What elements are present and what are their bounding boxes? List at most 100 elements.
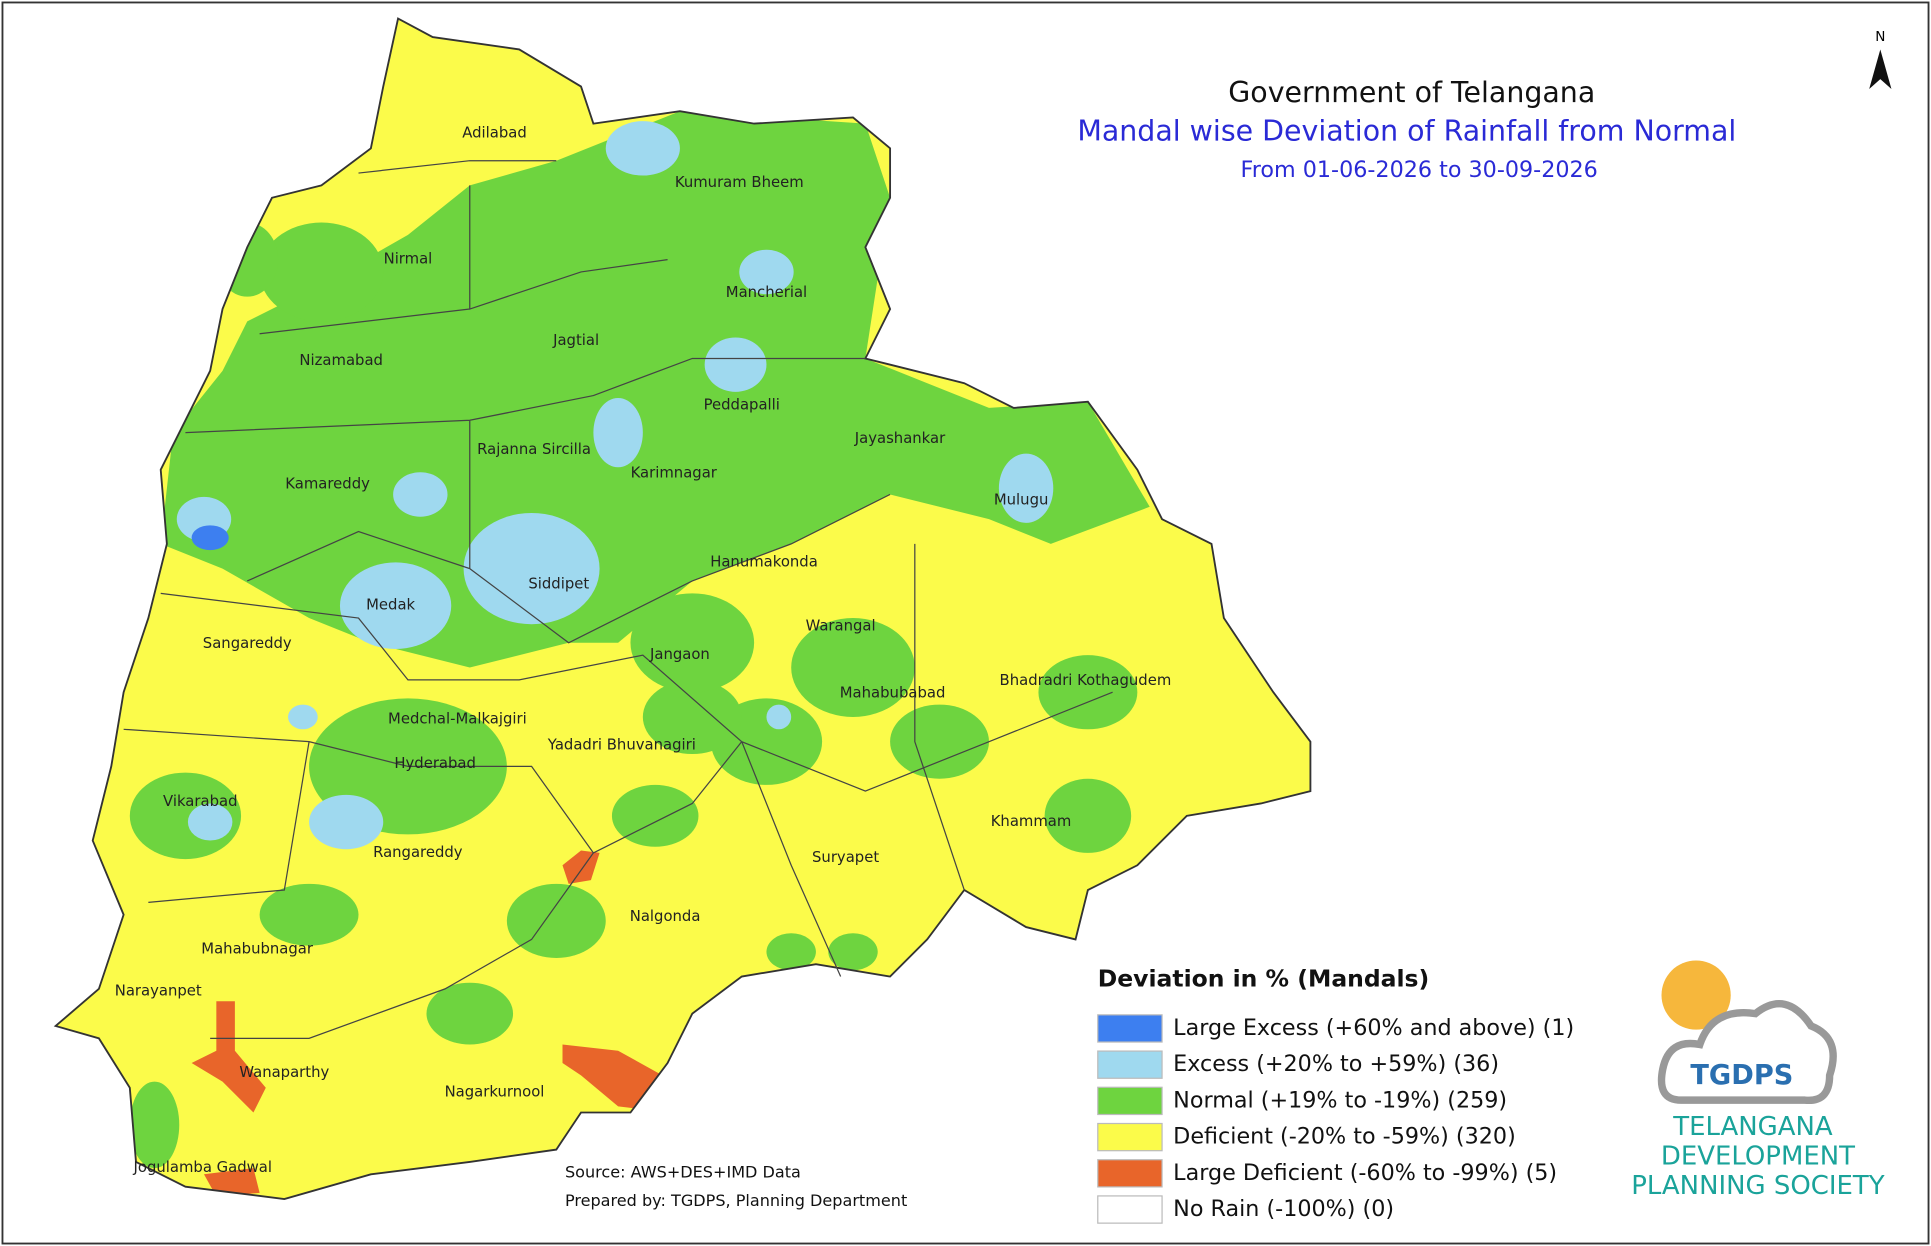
legend-swatch (1097, 1122, 1163, 1152)
district-label: Karimnagar (631, 464, 718, 481)
title: Government of Telangana (1228, 76, 1595, 109)
district-label: Jogulamba Gadwal (133, 1159, 272, 1176)
district-label: Hanumakonda (710, 553, 818, 570)
normal-area (1038, 655, 1138, 730)
district-label: Jangaon (649, 646, 710, 663)
district-label: Rajanna Sircilla (477, 441, 591, 458)
district-label: Yadadri Bhuvanagiri (547, 736, 696, 753)
district-label: Sangareddy (203, 635, 292, 652)
source-line: Prepared by: TGDPS, Planning Department (565, 1191, 907, 1210)
district-borders (123, 160, 1113, 1039)
logo: TGDPS TELANGANA DEVELOPMENT PLANNING SOC… (1631, 960, 1885, 1201)
normal-area (611, 784, 699, 847)
normal-area (630, 593, 755, 693)
district-label: Adilabad (462, 125, 527, 142)
excess-area (187, 803, 233, 841)
excess-area (393, 472, 448, 517)
normal-area (506, 883, 606, 958)
header: Government of Telangana Mandal wise Devi… (1077, 76, 1736, 183)
legend-label: Large Excess (+60% and above) (1) (1173, 1015, 1574, 1041)
legend-swatch (1097, 1086, 1163, 1116)
district-label: Suryapet (812, 849, 879, 866)
subtitle: Mandal wise Deviation of Rainfall from N… (1077, 114, 1736, 147)
excess-area (309, 794, 384, 850)
legend-label: No Rain (-100%) (0) (1173, 1196, 1394, 1222)
district-label: Warangal (806, 618, 876, 635)
normal-area (1044, 778, 1132, 853)
excess-area (593, 398, 643, 468)
district-label: Kamareddy (285, 476, 370, 493)
district-label: Medak (366, 597, 415, 614)
district-labels: Adilabad Kumuram Bheem Nirmal Mancherial Jag… (115, 125, 1172, 1177)
normal-area (791, 618, 915, 717)
excess-area (288, 704, 318, 730)
excess-area (605, 121, 680, 176)
district-label: Bhadradri Kothagudem (1000, 672, 1172, 689)
state-outline (53, 17, 1312, 1200)
period: From 01-06-2026 to 30-09-2026 (1241, 157, 1598, 183)
district-label: Khammam (991, 813, 1072, 830)
district-label: Wanaparthy (239, 1064, 329, 1081)
normal-area (642, 679, 742, 755)
legend-label: Large Deficient (-60% to -99%) (5) (1173, 1160, 1557, 1186)
legend-label: Excess (+20% to +59%) (36) (1173, 1051, 1499, 1077)
cloud (1657, 1000, 1837, 1105)
normal-area (129, 1081, 180, 1169)
large-deficient-area (191, 1001, 266, 1113)
excess-area (704, 337, 767, 392)
logo-line: PLANNING SOCIETY (1631, 1171, 1885, 1201)
district-label: Rangareddy (373, 844, 463, 861)
logo-line: TELANGANA (1672, 1112, 1833, 1142)
district-label: Mulugu (994, 492, 1049, 509)
north-label: N (1875, 29, 1885, 45)
legend-label: Deficient (-20% to -59%) (320) (1173, 1124, 1516, 1150)
logo-badge: TGDPS (1690, 1060, 1793, 1091)
normal-area (160, 111, 1150, 668)
district-label: Hyderabad (394, 755, 476, 772)
large-deficient-area (203, 1168, 260, 1197)
district-label: Siddipet (528, 576, 589, 593)
district-label: Nagarkurnool (445, 1084, 545, 1101)
normal-area (828, 933, 878, 971)
normal-area (890, 704, 989, 779)
legend: Deviation in % (Mandals) Large Excess (+… (1097, 965, 1574, 1224)
excess-area (339, 562, 452, 649)
sun (1661, 960, 1731, 1030)
legend-label: Normal (+19% to -19%) (259) (1173, 1087, 1507, 1113)
district-label: Medchal-Malkajgiri (388, 710, 527, 727)
source-line: Source: AWS+DES+IMD Data (565, 1163, 801, 1182)
excess-area (766, 704, 792, 730)
normal-area (259, 883, 359, 946)
excess-area (998, 453, 1054, 523)
large-excess-area (191, 525, 229, 551)
district-label: Jagtial (552, 332, 599, 349)
arrow (1869, 49, 1892, 89)
legend-swatch (1097, 1050, 1163, 1079)
legend-swatch (1097, 1014, 1163, 1043)
excess-area (463, 512, 600, 625)
north-arrow: N (1869, 29, 1892, 89)
excess-area (739, 249, 794, 295)
district-label: Narayanpet (115, 982, 202, 999)
district-label: Mahabubnagar (201, 940, 314, 957)
source: Source: AWS+DES+IMD Data Prepared by: TG… (565, 1163, 907, 1210)
normal-area (259, 222, 384, 322)
legend-swatch (1097, 1195, 1163, 1224)
district-label: Nalgonda (630, 908, 701, 925)
district-label: Jayashankar (854, 430, 946, 447)
district-label: Mahabubabad (840, 684, 946, 701)
district-label: Kumuram Bheem (675, 174, 804, 191)
logo-line: DEVELOPMENT (1661, 1142, 1855, 1172)
district-label: Nizamabad (299, 352, 383, 369)
district-label: Nirmal (384, 251, 433, 268)
legend-swatch (1097, 1159, 1163, 1188)
legend-title: Deviation in % (Mandals) (1098, 965, 1429, 993)
district-label: Vikarabad (163, 793, 237, 810)
district-label: Mancherial (726, 284, 807, 301)
large-deficient-area (562, 850, 600, 884)
normal-area (426, 982, 514, 1045)
normal-area (766, 933, 816, 971)
district-label: Peddapalli (704, 396, 780, 413)
